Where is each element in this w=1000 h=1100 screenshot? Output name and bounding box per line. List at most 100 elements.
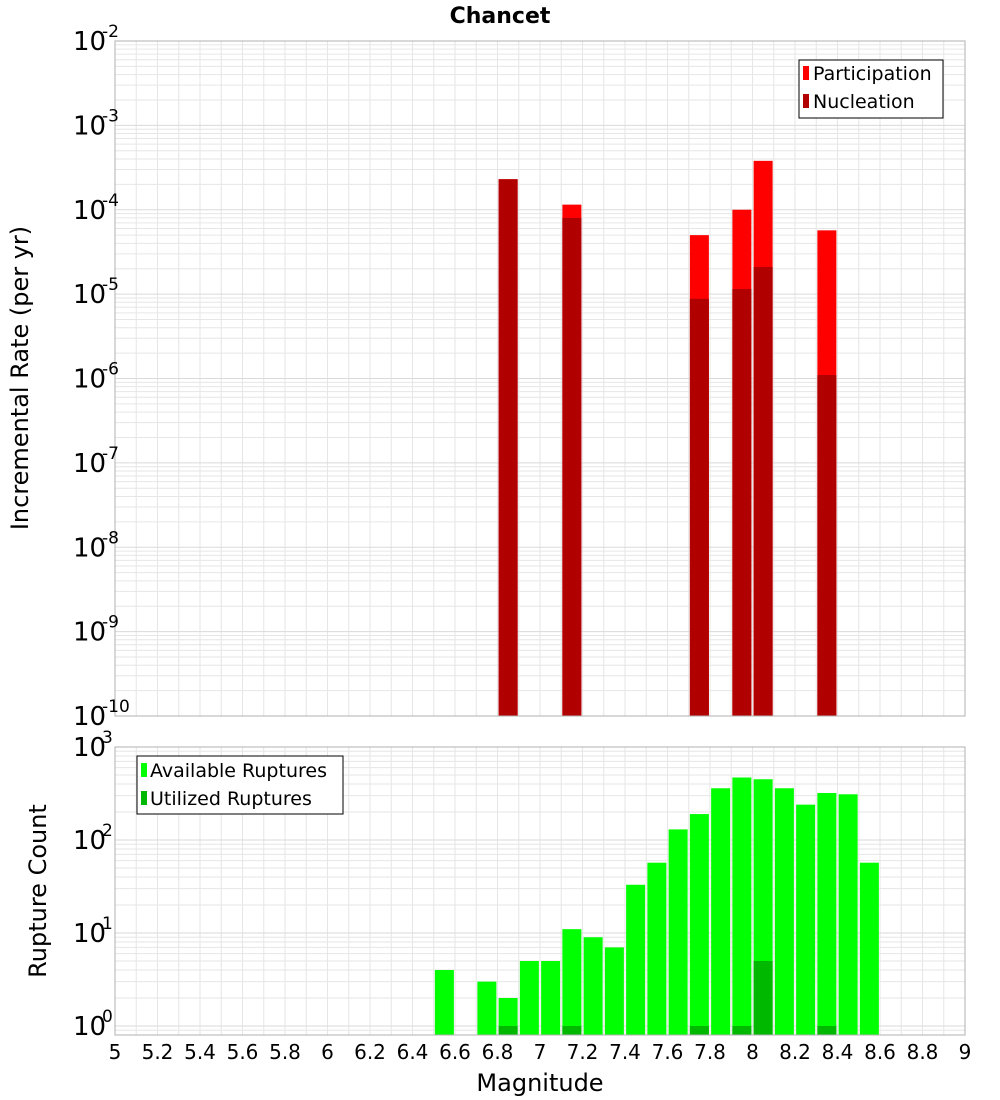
nucleation-bar: [562, 217, 582, 716]
x-tick-label: 6.2: [354, 1040, 386, 1064]
top-y-tick-exponent: -6: [102, 360, 119, 380]
top-plot-grid: [114, 41, 966, 717]
available-ruptures-bar: [647, 862, 667, 1035]
x-tick-label: 6.6: [439, 1040, 471, 1064]
available-ruptures-bar: [774, 788, 794, 1035]
utilized-legend-swatch: [141, 791, 147, 805]
top-y-axis-label: Incremental Rate (per yr): [6, 226, 34, 530]
x-tick-label: 8.8: [907, 1040, 939, 1064]
nucleation-bar: [732, 289, 752, 716]
top-y-tick-base: 10: [73, 111, 106, 141]
top-y-tick-exponent: -5: [102, 275, 119, 295]
top-y-tick-base: 10: [73, 27, 106, 57]
bottom-y-axis-label: Rupture Count: [24, 804, 52, 978]
available-ruptures-bar: [817, 793, 837, 1035]
utilized-ruptures-bar: [562, 1025, 582, 1035]
bottom-plot-bars: [434, 777, 879, 1035]
bottom-legend: Available Ruptures Utilized Ruptures: [136, 755, 344, 815]
top-legend-box: [798, 59, 944, 119]
utilized-ruptures-bar: [689, 1025, 709, 1035]
x-tick-label: 8.6: [864, 1040, 896, 1064]
x-tick-label: 5: [109, 1040, 122, 1064]
x-tick-label: 5.2: [142, 1040, 174, 1064]
nucleation-bar: [817, 375, 837, 716]
available-legend-label: Available Ruptures: [150, 760, 327, 782]
available-ruptures-bar: [626, 884, 646, 1035]
x-tick-label: 6.8: [482, 1040, 514, 1064]
bottom-y-tick-base: 10: [73, 919, 106, 949]
x-tick-label: 7.2: [567, 1040, 599, 1064]
participation-legend-label: Participation: [813, 63, 932, 85]
available-ruptures-bar: [711, 788, 731, 1035]
top-y-tick-exponent: -2: [102, 22, 119, 42]
top-y-tick-base: 10: [73, 449, 106, 479]
x-tick-label: 5.6: [227, 1040, 259, 1064]
available-ruptures-bar: [519, 960, 539, 1035]
x-tick-label: 8.4: [822, 1040, 854, 1064]
available-ruptures-bar: [604, 947, 624, 1035]
available-ruptures-bar: [668, 829, 688, 1035]
available-ruptures-bar: [838, 794, 858, 1035]
x-tick-label: 7.6: [652, 1040, 684, 1064]
bottom-y-tick-base: 10: [73, 1012, 106, 1042]
available-ruptures-bar: [498, 997, 518, 1035]
top-y-tick-base: 10: [73, 280, 106, 310]
top-y-tick-exponent: -4: [102, 191, 119, 211]
x-axis-label: Magnitude: [476, 1069, 603, 1097]
available-ruptures-bar: [434, 969, 454, 1035]
bottom-y-tick-exponent: 1: [102, 914, 113, 934]
participation-legend-swatch: [803, 66, 809, 80]
top-y-tick-base: 10: [73, 702, 106, 732]
nucleation-legend-label: Nucleation: [813, 91, 915, 113]
available-ruptures-bar: [732, 777, 752, 1035]
top-y-tick-exponent: -7: [102, 444, 119, 464]
bottom-y-tick-base: 10: [73, 733, 106, 763]
chart-title: Chancet: [450, 4, 551, 29]
bottom-y-tick-exponent: 2: [102, 821, 113, 841]
x-tick-label: 7.8: [694, 1040, 726, 1064]
top-y-tick-exponent: -9: [102, 613, 119, 633]
top-y-tick-exponent: -10: [102, 697, 130, 717]
nucleation-bar: [498, 179, 518, 716]
nucleation-bar: [753, 266, 773, 716]
x-tick-label: 8.2: [779, 1040, 811, 1064]
top-y-tick-exponent: -8: [102, 528, 119, 548]
bottom-legend-box: [136, 755, 344, 815]
available-legend-swatch: [141, 763, 147, 777]
available-ruptures-bar: [689, 814, 709, 1035]
nucleation-legend-swatch: [803, 94, 809, 108]
x-tick-label: 7: [534, 1040, 547, 1064]
utilized-ruptures-bar: [498, 1025, 518, 1035]
x-tick-label: 5.4: [184, 1040, 216, 1064]
available-ruptures-bar: [583, 937, 603, 1035]
top-y-tick-base: 10: [73, 196, 106, 226]
bottom-y-tick-exponent: 0: [102, 1007, 113, 1027]
top-y-tick-labels: 10-210-310-410-510-610-710-810-910-10: [73, 22, 130, 732]
x-tick-label: 9: [959, 1040, 972, 1064]
available-ruptures-bar: [562, 929, 582, 1035]
bottom-y-tick-exponent: 3: [102, 728, 113, 748]
top-y-tick-exponent: -3: [102, 106, 119, 126]
available-ruptures-bar: [796, 804, 816, 1035]
nucleation-bar: [689, 298, 709, 716]
bottom-plot-frame: [114, 746, 966, 1036]
available-ruptures-bar: [477, 981, 497, 1035]
x-tick-label: 6.4: [397, 1040, 429, 1064]
utilized-legend-label: Utilized Ruptures: [150, 788, 312, 810]
utilized-ruptures-bar: [732, 1025, 752, 1035]
x-tick-label: 6: [321, 1040, 334, 1064]
bottom-y-tick-base: 10: [73, 826, 106, 856]
x-tick-label: 5.8: [269, 1040, 301, 1064]
top-y-tick-base: 10: [73, 533, 106, 563]
x-tick-label: 7.4: [609, 1040, 641, 1064]
top-y-tick-base: 10: [73, 365, 106, 395]
top-plot-bars: [498, 160, 837, 717]
top-legend: Participation Nucleation: [798, 59, 944, 119]
utilized-ruptures-bar: [817, 1025, 837, 1035]
top-plot-frame: [114, 40, 966, 717]
x-tick-label: 8: [746, 1040, 759, 1064]
x-tick-labels: 5 5.2 5.4 5.6 5.8 6 6.2 6.4 6.6 6.8 7 7.2 7.4 7.6 7.8 8…: [109, 1040, 972, 1064]
